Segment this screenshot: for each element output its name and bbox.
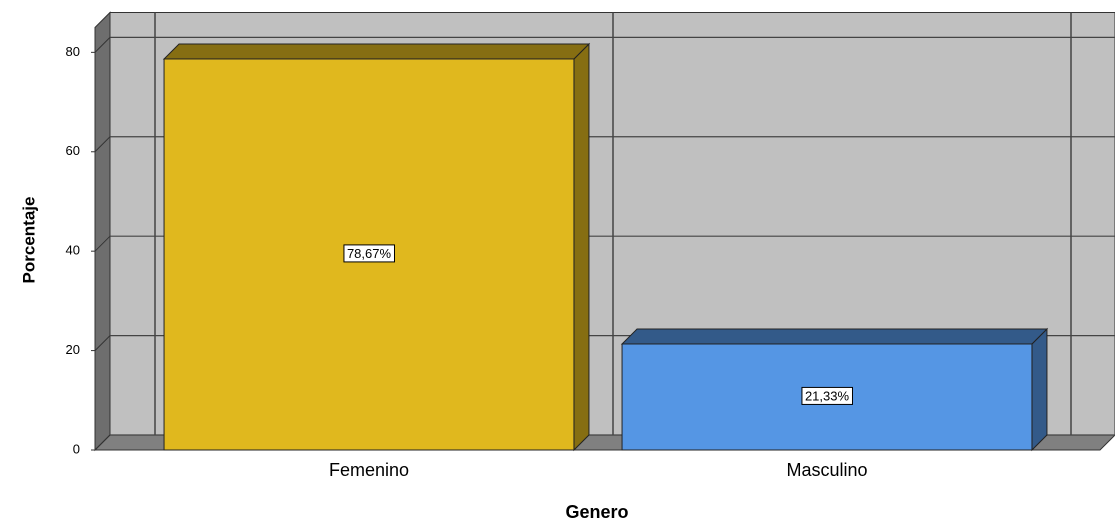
bar-side	[1031, 327, 1048, 452]
y-tick-label: 20	[66, 342, 80, 357]
grid-line-side	[94, 335, 111, 351]
bar-side	[573, 42, 590, 452]
grid-line-side	[94, 36, 111, 53]
x-tick-label: Femenino	[329, 460, 409, 480]
grid-line-side	[94, 136, 111, 153]
bar-top	[620, 328, 1049, 345]
y-tick-label: 60	[66, 143, 80, 158]
side-wall	[94, 11, 111, 452]
y-tick-label: 80	[66, 44, 80, 59]
value-label-box	[801, 386, 853, 405]
grid-line-side	[94, 434, 111, 451]
y-axis-label: Porcentaje	[19, 197, 38, 284]
value-label: 78,67%	[347, 246, 392, 261]
bar-top	[162, 43, 591, 60]
grid-line-side	[94, 235, 111, 252]
x-tick-label: Masculino	[786, 460, 867, 480]
y-tick-label: 40	[66, 243, 80, 258]
value-label-box	[343, 244, 395, 263]
y-tick-label: 0	[73, 441, 80, 456]
x-axis-label: Genero	[565, 502, 628, 522]
value-label: 21,33%	[805, 388, 850, 403]
